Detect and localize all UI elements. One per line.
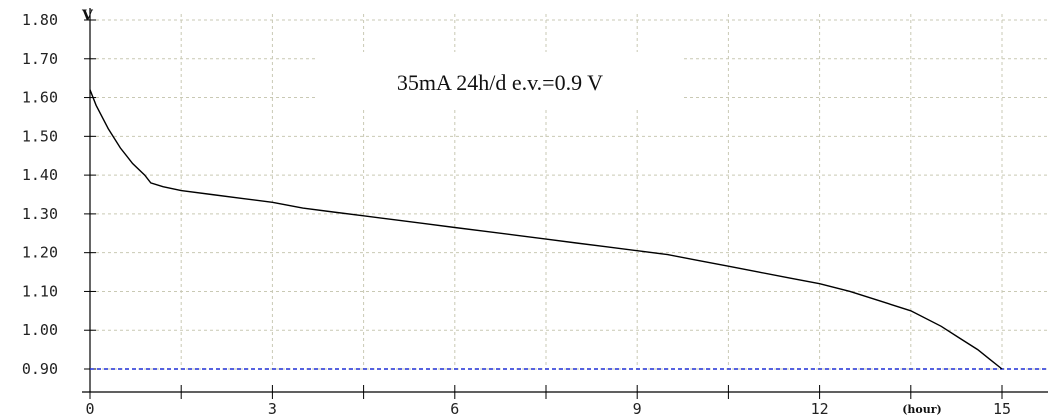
y-tick-label: 1.20	[22, 244, 58, 262]
x-tick-label: 3	[268, 400, 277, 418]
x-tick-label: 15	[993, 400, 1011, 418]
x-tick-label: 0	[85, 400, 94, 418]
y-tick-label: 1.70	[22, 50, 58, 68]
title-group: 35mA 24h/d e.v.=0.9 V	[318, 52, 682, 110]
y-tick-label: 1.80	[22, 11, 58, 29]
axes	[82, 8, 1048, 393]
x-tick-label: 9	[633, 400, 642, 418]
y-tick-label: 1.30	[22, 205, 58, 223]
title-box	[318, 52, 682, 110]
ticks: 0.90 1.00 1.10 1.20 1.30 1.40 1.50 1.60 1.70 1.80…	[22, 8, 1011, 418]
chart-title: 35mA 24h/d e.v.=0.9 V	[397, 70, 603, 95]
x-tick-label: 6	[450, 400, 459, 418]
series-layer	[89, 89, 1048, 370]
discharge-curve	[89, 89, 1003, 370]
y-tick-label: 1.10	[22, 282, 58, 300]
x-axis-unit: (hour)	[902, 403, 942, 416]
y-tick-label: 0.90	[22, 360, 58, 378]
y-tick-label: 1.00	[22, 321, 58, 339]
x-tick-label: 12	[811, 400, 829, 418]
y-axis-unit: V	[81, 8, 94, 24]
y-tick-label: 1.60	[22, 89, 58, 107]
y-tick-label: 1.40	[22, 166, 58, 184]
y-tick-label: 1.50	[22, 127, 58, 145]
